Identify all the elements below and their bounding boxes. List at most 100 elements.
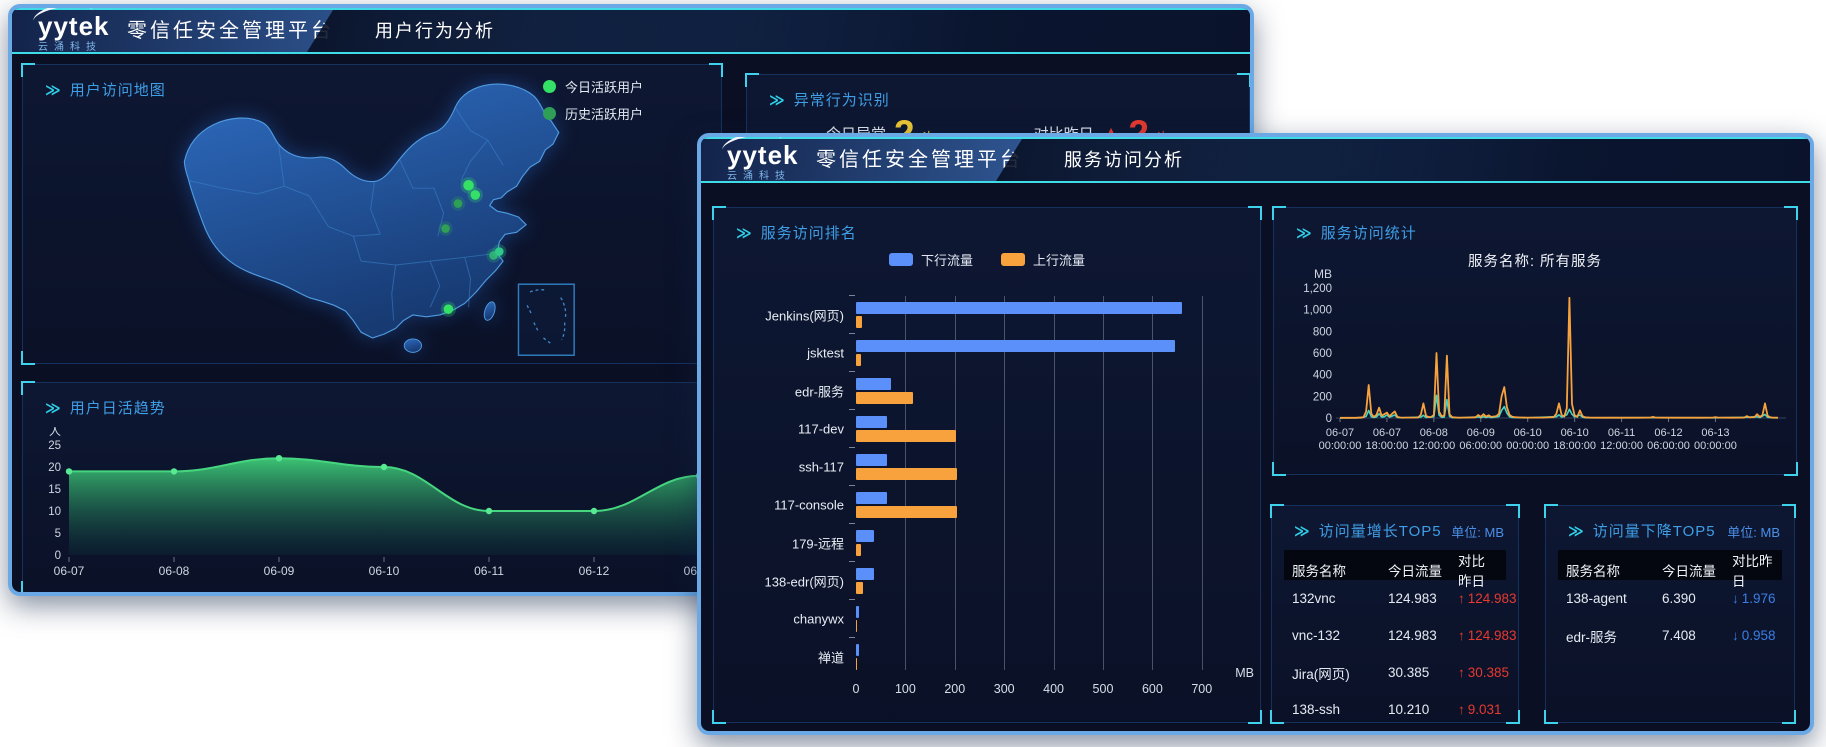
panel-title-row: ≫ 服务访问排名 [736, 222, 857, 243]
legend-item: 下行流量 [888, 250, 973, 269]
delta-cell: ↑ 124.983 [1458, 628, 1517, 643]
column-header: 对比昨日 [1732, 554, 1773, 589]
platform-title: 零信任安全管理平台 [127, 20, 334, 42]
bar-downstream[interactable] [856, 568, 875, 580]
table-header: 服务名称 今日流量 对比昨日 [1284, 550, 1506, 589]
bar-upstream[interactable] [856, 392, 913, 404]
panel-title-row: ≫ 访问量增长TOP5 [1294, 520, 1442, 541]
y-tick-label: 10 [48, 506, 61, 518]
grid-line [954, 296, 956, 670]
column-header: 今日流量 [1662, 564, 1716, 579]
bar-upstream[interactable] [856, 430, 957, 442]
corner-bracket [1248, 206, 1262, 220]
bar-row: Jenkins(网页) [765, 295, 1224, 334]
up-arrow-icon: ↑ [1458, 665, 1465, 680]
table-header: 服务名称 今日流量 对比昨日 [1558, 550, 1782, 589]
y-axis-unit: 人 [49, 427, 61, 438]
x-tick-label: 06-11 12:00:00 [1600, 427, 1643, 452]
bar-downstream[interactable] [856, 644, 860, 656]
bar-category-label: 138-edr(网页) [764, 574, 844, 590]
bar-downstream[interactable] [856, 416, 888, 428]
column-header: 服务名称 [1292, 564, 1346, 579]
panel-title: 异常行为识别 [793, 92, 890, 109]
logo-subtitle: 云涌科技 [727, 171, 791, 182]
south-china-sea-inset [517, 283, 575, 356]
bar-downstream[interactable] [856, 378, 891, 390]
legend-label: 历史活跃用户 [564, 107, 643, 122]
bar-upstream[interactable] [856, 506, 958, 518]
table-row[interactable]: edr-服务 7.408 ↓ 0.958 [1558, 617, 1782, 654]
service-name-cell: 138-ssh [1292, 702, 1341, 717]
bar-upstream[interactable] [856, 582, 863, 594]
bar-upstream[interactable] [856, 544, 861, 556]
panel-title-row: ≫ 用户日活趋势 [45, 397, 166, 418]
panel-top5-growth: ≫ 访问量增长TOP5 单位: MB 服务名称 今日流量 对比昨日 132vnc… [1270, 504, 1520, 724]
bar-upstream[interactable] [856, 468, 958, 480]
tab-service-access-analysis[interactable]: 服务访问分析 [1064, 150, 1184, 170]
area-fill [69, 458, 699, 555]
today-traffic-cell: 124.983 [1388, 591, 1437, 606]
panel-user-access-map: ≫ 用户访问地图 今日活跃用户 历史活跃用户 [21, 63, 723, 365]
y-axis-unit: MB [1314, 268, 1332, 281]
bar-chart-legend: 下行流量 上行流量 [714, 250, 1260, 269]
today-traffic-cell: 10.210 [1388, 702, 1430, 717]
grid-line [1152, 296, 1154, 670]
bar-upstream[interactable] [856, 354, 861, 366]
table-row[interactable]: 138-agent 6.390 ↓ 1.976 [1558, 580, 1782, 617]
china-map[interactable] [151, 73, 621, 361]
active-user-dot [443, 304, 454, 314]
bar-row: 117-console [774, 485, 1224, 524]
daily-active-area-chart[interactable]: 0 5 10 15 20 25 人 06-07 06-08 06-09 06-10 06-11 06-1… [35, 427, 715, 587]
corner-bracket [21, 581, 35, 592]
bar-downstream[interactable] [856, 302, 1182, 314]
delta-cell: ↓ 0.958 [1732, 628, 1776, 643]
bar-downstream[interactable] [856, 606, 859, 618]
corner-bracket [1272, 206, 1286, 220]
panel-title: 服务访问统计 [1320, 225, 1417, 242]
bar-downstream[interactable] [856, 340, 1175, 352]
bar-downstream[interactable] [856, 530, 875, 542]
table-row[interactable]: vnc-132 124.983 ↑ 124.983 [1284, 617, 1517, 654]
panel-service-access-ranking: ≫ 服务访问排名 下行流量 上行流量 Jenkins(网页) jsktest edr-… [712, 206, 1262, 724]
x-tick-label: 06-13 00:00:00 [1694, 427, 1737, 452]
bar-downstream[interactable] [856, 492, 887, 504]
y-tick-label: 15 [48, 484, 61, 496]
table-row[interactable]: 132vnc 124.983 ↑ 124.983 [1284, 580, 1517, 617]
table-row[interactable]: Jira(网页) 30.385 ↑ 30.385 [1284, 654, 1510, 691]
corner-bracket [1272, 462, 1286, 476]
up-arrow-icon: ↑ [1458, 628, 1465, 643]
panel-title-row: ≫ 用户访问地图 [45, 79, 166, 100]
data-point [485, 507, 493, 515]
bar-category-label: 179-远程 [791, 536, 844, 552]
bar-chart-plot[interactable]: Jenkins(网页) jsktest edr-服务 117-dev ssh-117 11… [765, 295, 1224, 670]
x-tick-label: 400 [1043, 682, 1065, 696]
tab-user-behavior-analysis[interactable]: 用户行为分析 [375, 21, 495, 41]
bar-category-label: 禅道 [817, 650, 844, 666]
bar-upstream[interactable] [856, 620, 857, 632]
x-tick-label: 06-07 18:00:00 [1366, 427, 1409, 452]
logo: yytek 云涌科技 [31, 8, 128, 53]
table-row[interactable]: Confluence(网...8.406↑8.406 [1284, 728, 1506, 731]
nine-dash-line [526, 289, 567, 345]
bar-row: 179-远程 [792, 523, 1224, 562]
hainan-island [403, 338, 422, 353]
bar-downstream[interactable] [856, 454, 888, 466]
service-name-cell: edr-服务 [1566, 629, 1618, 645]
x-tick-label: 06-10 [369, 564, 400, 578]
corner-bracket [1782, 504, 1796, 518]
bar-upstream[interactable] [856, 658, 857, 670]
today-traffic-cell: 124.983 [1388, 628, 1437, 643]
bar-row: ssh-117 [799, 447, 1224, 486]
x-tick-label: 06-12 [579, 564, 610, 578]
table-row[interactable]: 138-ssh 10.210 ↑ 9.031 [1284, 691, 1506, 728]
panel-service-access-stats: ≫ 服务访问统计 服务名称: 所有服务 0 200 400 600 800 1,000 1,… [1272, 206, 1798, 476]
service-name-cell: 138-agent [1566, 591, 1627, 606]
delta-cell: ↑ 30.385 [1458, 665, 1510, 680]
grid-line [1004, 296, 1006, 670]
platform-title: 零信任安全管理平台 [816, 149, 1023, 171]
up-arrow-icon: ↑ [1458, 591, 1465, 606]
bar-upstream[interactable] [856, 316, 862, 328]
delta-cell: ↑ 9.031 [1458, 702, 1502, 717]
service-name-cell: Jira(网页) [1292, 666, 1350, 682]
